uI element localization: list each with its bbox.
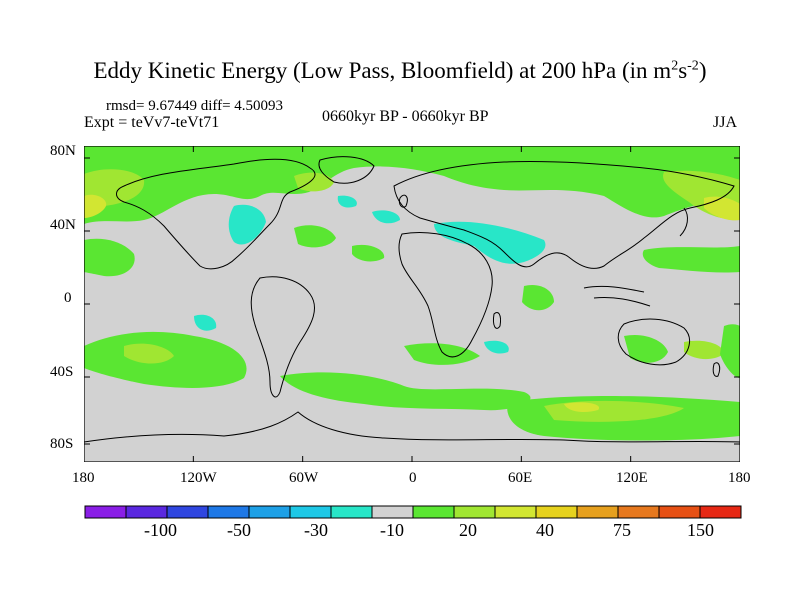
colorbar-swatch (248, 505, 291, 519)
colorbar-swatch (330, 505, 373, 519)
coast-indonesia (583, 285, 651, 307)
colorbar (84, 505, 742, 519)
lat-tick-label: 40S (50, 364, 74, 380)
contour-north-lime-ne (680, 171, 697, 184)
contour-south-belt-sa (404, 343, 480, 365)
contour-south-aus-lime (684, 340, 724, 360)
colorbar-swatch (699, 505, 742, 519)
stats-text: rmsd= 9.67449 diff= 4.50093 (106, 98, 284, 114)
colorbar-label: -100 (144, 520, 177, 540)
coast-australia (617, 318, 691, 366)
coast-antarctica (84, 411, 740, 443)
colorbar-label: -30 (304, 520, 328, 540)
contour-south-aus-green (720, 324, 740, 378)
coast-new-zealand (712, 362, 721, 377)
colorbar-swatch (617, 505, 660, 519)
colorbar-swatch (371, 505, 414, 519)
coast-greenland (318, 156, 375, 184)
coast-africa (398, 231, 493, 358)
contour-cyan-me (434, 221, 546, 264)
colorbar-label: -10 (380, 520, 404, 540)
colorbar-swatch (207, 505, 250, 519)
contour-patch-india (522, 284, 554, 311)
contour-cyan-sp (194, 314, 217, 331)
contour-patch-epac (352, 244, 385, 262)
colorbar-label: 40 (536, 520, 554, 540)
lat-tick-label: 40N (50, 217, 76, 233)
coast-uk (399, 194, 408, 208)
longitude-ticks (84, 146, 740, 462)
contour-cyan-na (228, 204, 266, 245)
contour-cyan-sa (484, 340, 509, 354)
coast-south-america (250, 276, 315, 398)
contour-south-belt-c (280, 372, 531, 411)
contour-cyan-atl (337, 195, 357, 208)
colorbar-swatch (289, 505, 332, 519)
contour-north-lime-c (294, 172, 334, 192)
latitude-ticks (84, 157, 740, 445)
coast-japan (679, 207, 688, 237)
ekE-map (84, 146, 740, 462)
lon-tick-label: 0 (409, 470, 417, 486)
lon-tick-label: 180 (728, 470, 751, 486)
contour-north-yellow-w (84, 194, 107, 218)
colorbar-label: 150 (687, 520, 714, 540)
colorbar-swatch (658, 505, 701, 519)
experiment-label: Expt = teVv7-teVt71 (84, 114, 220, 131)
coastlines (84, 156, 740, 443)
contour-patch-npac (642, 246, 740, 273)
contour-south-lime-w (124, 343, 174, 364)
colorbar-label: -50 (227, 520, 251, 540)
season-label: JJA (713, 114, 738, 131)
lon-tick-label: 60W (289, 470, 319, 486)
colorbar-swatch (125, 505, 168, 519)
contour-north-yellow-e (704, 196, 740, 221)
coast-madagascar (493, 312, 501, 329)
period-label: 0660kyr BP - 0660kyr BP (322, 108, 489, 125)
colorbar-swatch (84, 505, 127, 519)
lon-tick-label: 120E (616, 470, 648, 486)
contour-cyan-eu (372, 210, 400, 224)
colorbar-label: 20 (459, 520, 477, 540)
plot-title: Eddy Kinetic Energy (Low Pass, Bloomfiel… (93, 58, 707, 83)
lat-tick-label: 80N (50, 143, 76, 159)
contour-south-yellow-e (564, 402, 600, 412)
contour-patch-atl (294, 225, 336, 248)
lon-tick-label: 120W (180, 470, 217, 486)
colorbar-swatch (535, 505, 578, 519)
coast-north-america (116, 158, 316, 270)
lon-tick-label: 180 (72, 470, 95, 486)
contour-patch-aus (624, 334, 668, 363)
coast-eurasia (393, 160, 735, 269)
contour-fills (84, 146, 740, 441)
colorbar-swatch (166, 505, 209, 519)
contour-north-belt (84, 146, 740, 224)
colorbar-swatch (412, 505, 455, 519)
colorbar-label: 75 (613, 520, 631, 540)
lat-tick-label: 80S (50, 436, 74, 452)
colorbar-swatch (576, 505, 619, 519)
contour-patch-wpac (84, 238, 135, 277)
lat-tick-label: 0 (64, 290, 72, 306)
lon-tick-label: 60E (508, 470, 533, 486)
colorbar-swatch (494, 505, 537, 519)
colorbar-swatch (453, 505, 496, 519)
